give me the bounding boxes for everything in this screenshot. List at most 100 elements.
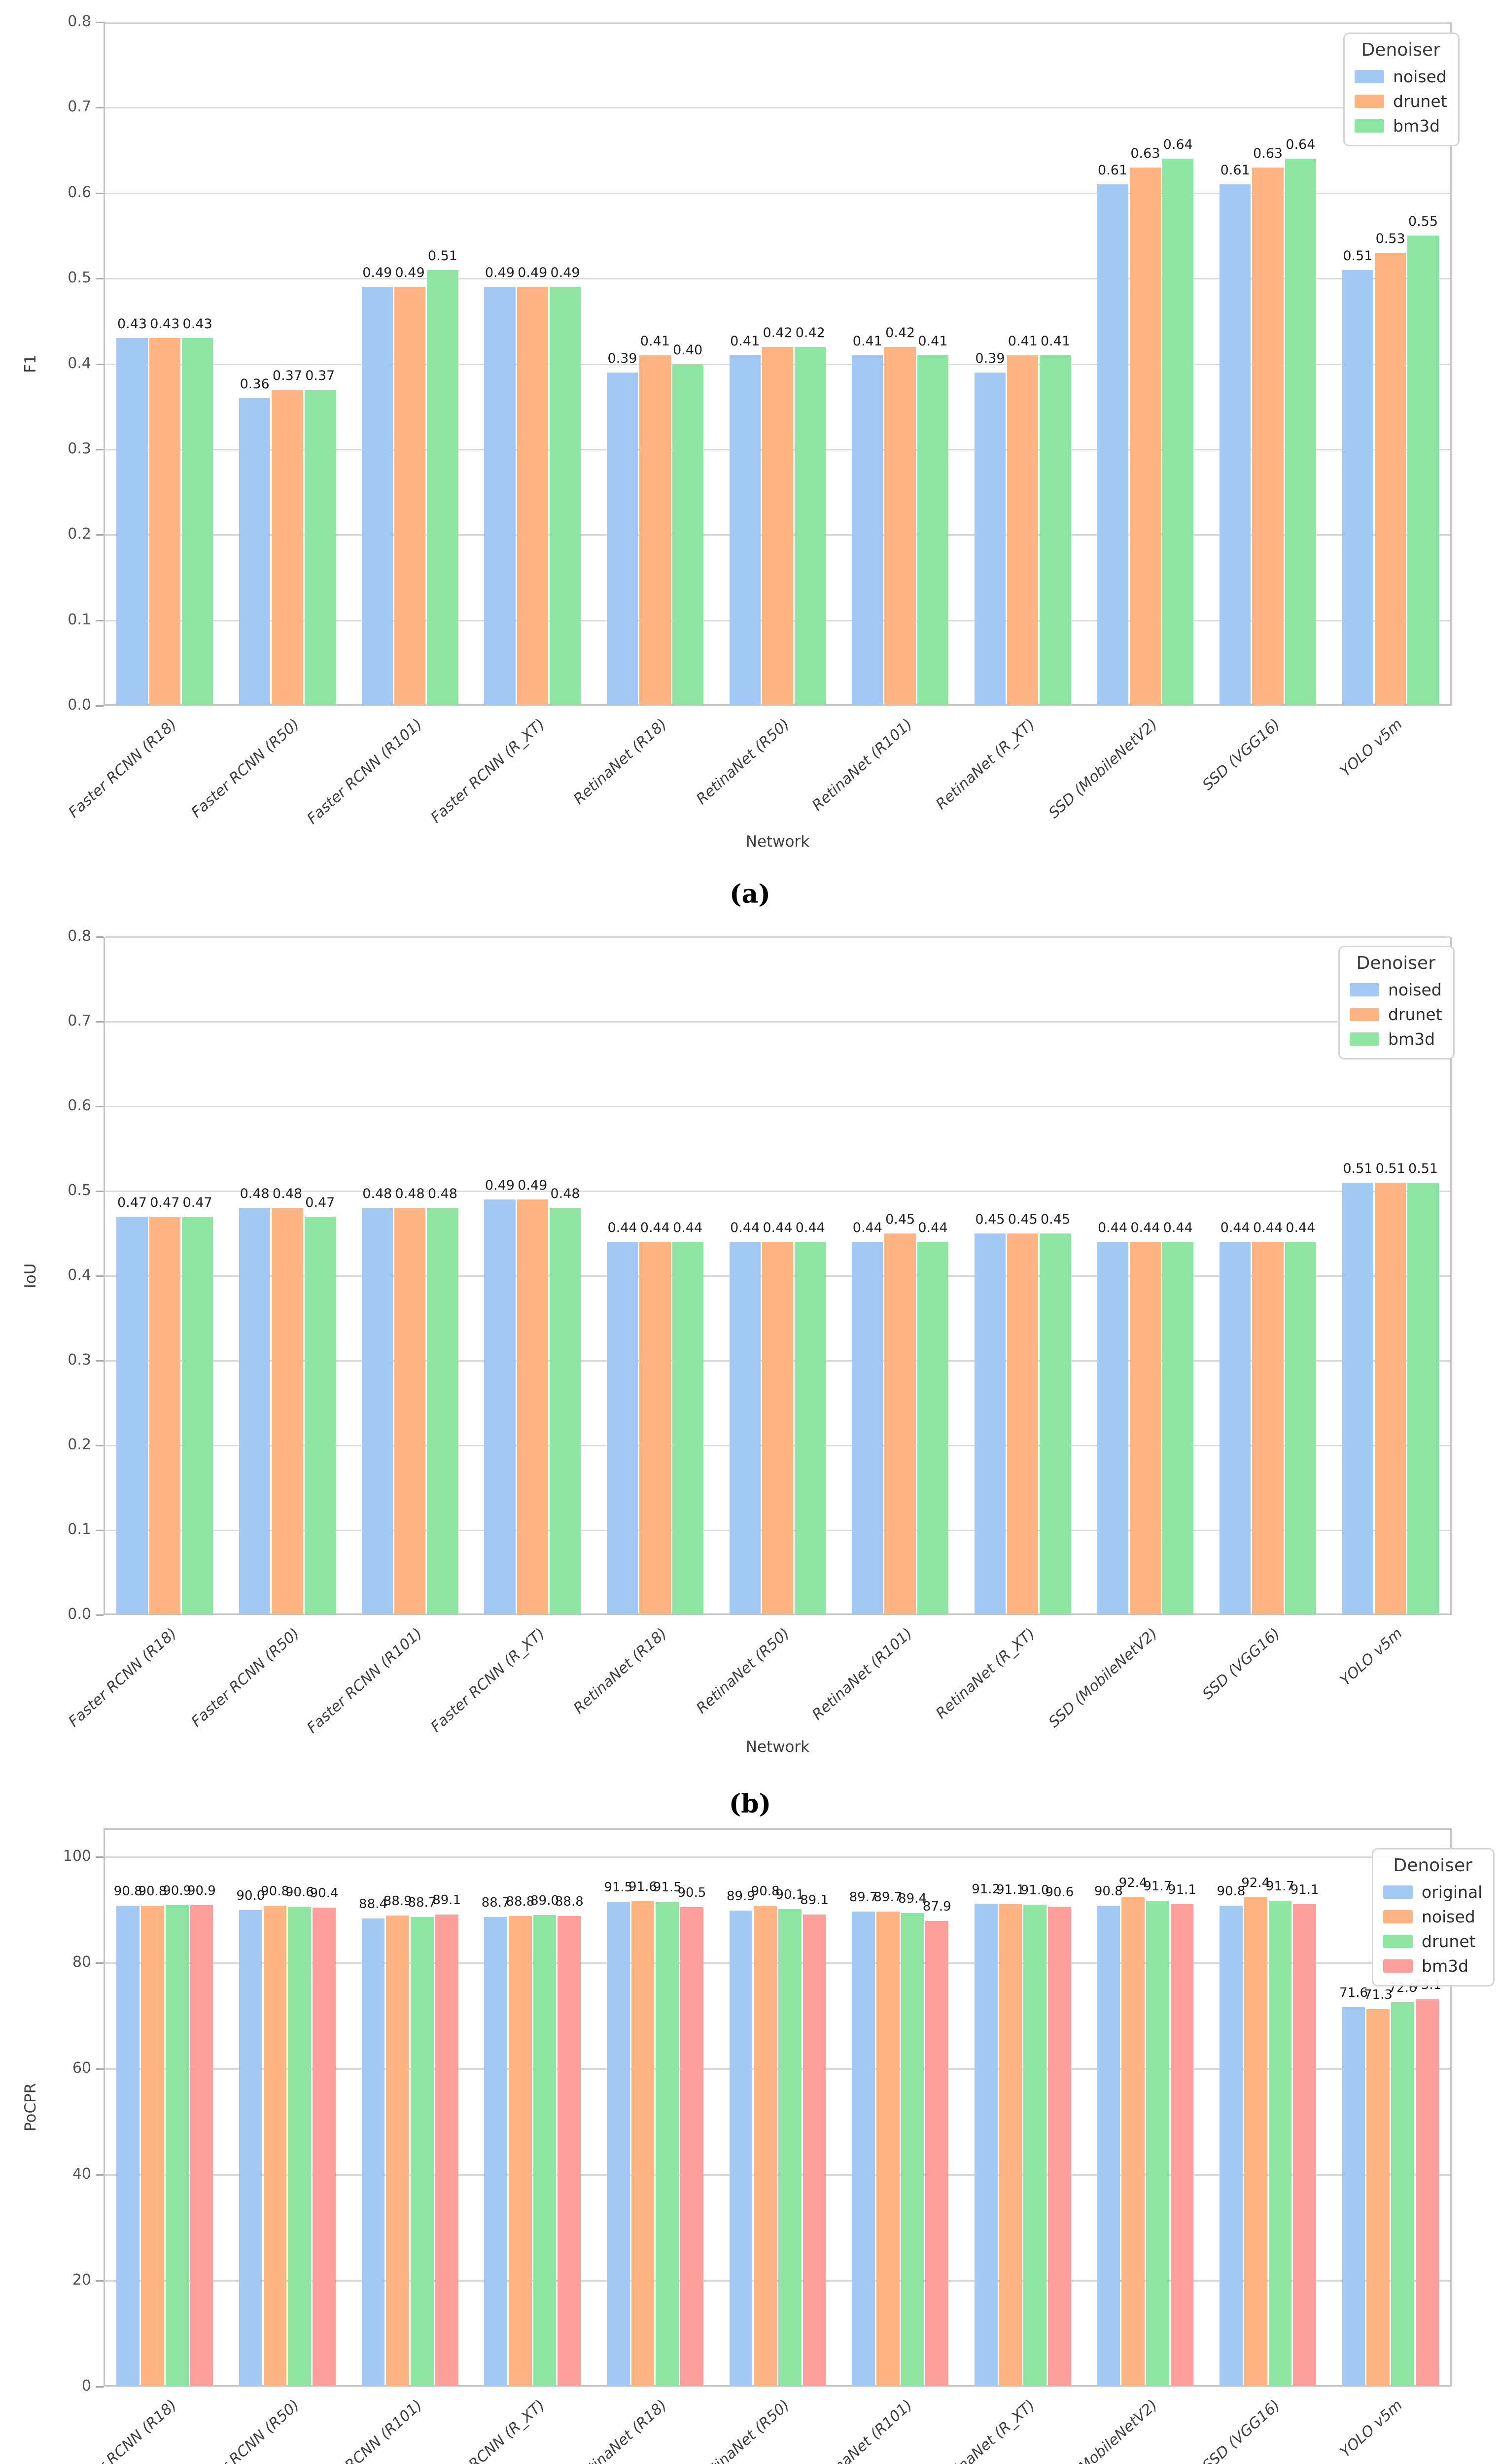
gridline-y0.8 [105,22,1450,23]
gridline-y80 [105,1962,1450,1964]
x-tick-label: RetinaNet (R50) [693,1625,793,1717]
bar-noised [239,1208,271,1614]
bar-bm3d [1293,1904,1316,2386]
bar-value-label: 88.8 [555,1894,584,1910]
bar-bm3d [1162,1242,1194,1614]
bar-drunet [394,1208,426,1614]
x-tick-label: Faster RCNN (R50) [188,1625,303,1731]
bar-original [1097,1905,1120,2386]
bar-value-label: 0.55 [1408,214,1438,230]
bar-original [361,1918,385,2386]
x-tick-label: Faster RCNN (R_XT) [427,1625,548,1736]
x-tick-label: RetinaNet (R18) [570,716,671,808]
bar-value-label: 0.45 [975,1212,1005,1227]
bar-value-label: 73.1 [1413,1978,1442,1993]
gridline-y0.7 [105,107,1450,109]
bar-value-label: 0.49 [550,265,580,281]
y-tick-mark [96,2174,104,2176]
legend-swatch-bm3d [1383,1959,1413,1973]
y-tick-label: 0.4 [68,1266,91,1284]
legend-item-noised: noised [1355,64,1447,89]
gridline-y0.5 [105,1191,1450,1192]
y-tick-label: 0.0 [68,1606,91,1623]
bar-value-label: 91.0 [1020,1882,1049,1898]
legend-title: Denoiser [1356,953,1435,973]
legend-title: Denoiser [1393,1855,1472,1876]
y-tick-label: 20 [72,2271,91,2289]
bar-value-label: 0.49 [485,265,515,281]
bar-noised [386,1916,410,2386]
bar-original [852,1911,875,2386]
x-tick-label: Faster RCNN (R50) [188,716,303,821]
bar-drunet [1252,1242,1284,1614]
bar-noised [1097,184,1128,705]
bar-bm3d [1170,1904,1194,2386]
bar-value-label: 0.39 [607,350,637,366]
bar-drunet [272,1208,303,1614]
bar-value-label: 0.64 [1286,137,1316,153]
legend-item-original: original [1383,1880,1482,1904]
legend-label: bm3d [1422,1956,1469,1976]
x-tick-label: YOLO v5m [1337,2396,1406,2461]
bar-value-label: 90.1 [775,1887,804,1903]
y-tick-label: 0.6 [68,1097,91,1114]
bar-original [1342,2007,1365,2386]
y-tick-label: 0.6 [68,183,91,201]
legend-item-drunet: drunet [1383,1929,1482,1953]
bar-value-label: 0.44 [673,1220,703,1236]
bar-value-label: 0.41 [730,334,760,349]
bar-value-label: 91.1 [1168,1882,1196,1897]
bar-value-label: 0.44 [1130,1220,1160,1236]
bar-value-label: 0.44 [1220,1220,1250,1236]
bar-value-label: 72.6 [1388,1980,1417,1995]
bar-original [484,1916,507,2386]
x-tick-label: Faster RCNN (R101) [303,2396,426,2464]
gridline-y20 [105,2280,1450,2282]
y-tick-mark [96,1856,104,1858]
bar-bm3d [549,1208,581,1614]
y-tick-mark [96,2386,104,2388]
x-tick-label: SSD (MobileNetV2) [1045,716,1161,822]
legend-item-drunet: drunet [1350,1002,1442,1027]
y-tick-mark [96,619,104,621]
gridline-y0.6 [105,1106,1450,1107]
bar-value-label: 0.43 [150,316,180,332]
bar-noised [1220,184,1251,705]
bar-value-label: 88.9 [383,1894,412,1909]
bar-value-label: 0.44 [763,1220,793,1236]
bar-value-label: 0.44 [1286,1220,1316,1236]
bar-value-label: 91.7 [1265,1879,1294,1894]
bar-value-label: 0.51 [427,248,457,264]
bar-bm3d [304,1216,336,1614]
bar-value-label: 0.53 [1375,231,1405,247]
bar-drunet [1375,1182,1406,1614]
bar-drunet [639,1242,671,1614]
x-tick-label: Faster RCNN (R101) [303,716,426,828]
x-tick-label: Faster RCNN (R_XT) [427,716,548,827]
bar-drunet [639,355,671,705]
bar-bm3d [795,1242,826,1614]
bar-value-label: 0.48 [550,1186,580,1202]
bar-value-label: 0.49 [362,265,392,281]
bar-value-label: 0.61 [1098,163,1128,178]
legend-swatch-noised [1350,983,1379,996]
legend-label: drunet [1422,1931,1476,1951]
bar-drunet [1146,1901,1169,2386]
bar-value-label: 0.48 [272,1186,303,1202]
bar-value-label: 0.51 [1343,248,1373,264]
bar-bm3d [181,1216,213,1614]
x-tick-label: Faster RCNN (R50) [188,2396,303,2464]
legend-item-noised: noised [1383,1904,1482,1929]
bar-noised [729,1242,761,1614]
y-tick-label: 0.0 [68,696,91,714]
legend-item-noised: noised [1350,977,1442,1002]
bar-noised [852,1242,883,1614]
bar-value-label: 90.8 [138,1883,167,1899]
bar-drunet [762,1242,794,1614]
bar-value-label: 89.4 [898,1891,927,1906]
bar-value-label: 91.5 [604,1880,633,1895]
y-tick-label: 0.2 [68,525,91,543]
legend-swatch-noised [1383,1910,1413,1923]
y-tick-label: 60 [72,2059,91,2077]
